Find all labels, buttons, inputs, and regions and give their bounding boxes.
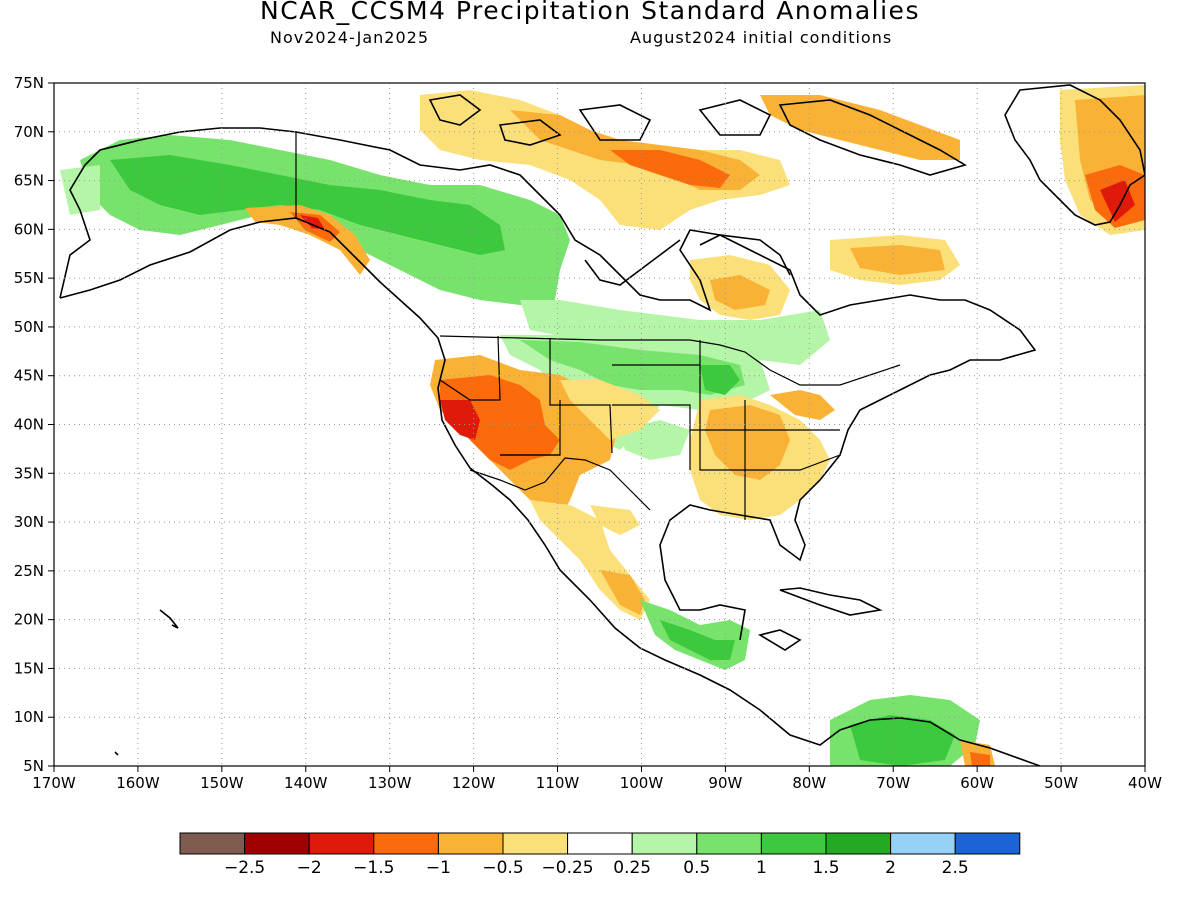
lat-tick-label: 15N — [14, 659, 44, 677]
lat-tick-label: 45N — [14, 367, 44, 385]
colorbar-swatch — [567, 832, 633, 855]
colorbar-swatch — [954, 832, 1021, 855]
colorbar: −2.5 −2 −1.5 −1 −0.5 −0.25 0.25 0.5 1 1.5 2 2.5 — [179, 832, 1021, 878]
colorbar-swatch — [760, 832, 827, 855]
map-axes: 170W 160W 150W 140W 130W 120W 110W 100W 90W 80W 70… — [14, 74, 1162, 792]
colorbar-label: −0.25 — [542, 858, 594, 878]
lon-tick-label: 100W — [620, 774, 664, 792]
colorbar-label: −2.5 — [224, 858, 265, 878]
lon-tick-label: 50W — [1044, 774, 1078, 792]
colorbar-label: 0.25 — [613, 858, 651, 878]
graticule — [54, 83, 1145, 766]
lon-tick-label: 170W — [32, 774, 76, 792]
colorbar-label: 0.5 — [683, 858, 710, 878]
lon-tick-label: 60W — [960, 774, 994, 792]
lon-tick-label: 80W — [792, 774, 826, 792]
colorbar-label: −1 — [426, 858, 451, 878]
lat-tick-label: 50N — [14, 318, 44, 336]
colorbar-swatch — [373, 832, 439, 855]
colorbar-swatch — [890, 832, 956, 855]
coastlines — [59, 84, 1145, 766]
wet-core-alaska — [110, 155, 505, 255]
colorbar-swatch — [308, 832, 375, 855]
lat-tick-label: 20N — [14, 611, 44, 629]
lat-tick-label: 60N — [14, 220, 44, 238]
lon-tick-label: 150W — [200, 774, 244, 792]
dry-southern-alaska — [245, 205, 370, 275]
colorbar-swatch — [631, 832, 698, 855]
lon-tick-label: 130W — [368, 774, 412, 792]
initial-conditions: August2024 initial conditions — [630, 28, 893, 47]
lon-tick-label: 90W — [708, 774, 742, 792]
anomaly-fields — [60, 85, 1145, 766]
lon-tick-label: 120W — [452, 774, 496, 792]
lat-tick-label: 30N — [14, 513, 44, 531]
lat-tick-label: 55N — [14, 269, 44, 287]
political-borders — [295, 132, 901, 520]
colorbar-label: −1.5 — [353, 858, 394, 878]
lat-tick-label: 5N — [23, 757, 44, 775]
colorbar-label: 2.5 — [942, 858, 969, 878]
lat-tick-label: 35N — [14, 464, 44, 482]
map-title: NCAR_CCSM4 Precipitation Standard Anomal… — [260, 0, 920, 25]
colorbar-label: 1 — [756, 858, 767, 878]
lon-tick-label: 140W — [284, 774, 328, 792]
colorbar-swatch — [179, 832, 246, 855]
lat-tick-label: 70N — [14, 123, 44, 141]
colorbar-swatch — [244, 832, 310, 855]
lat-tick-label: 10N — [14, 708, 44, 726]
lat-tick-label: 25N — [14, 562, 44, 580]
lon-tick-label: 70W — [876, 774, 910, 792]
colorbar-label: 1.5 — [812, 858, 839, 878]
lon-tick-label: 160W — [116, 774, 160, 792]
colorbar-label: −0.5 — [482, 858, 523, 878]
wet-light-canada — [520, 300, 830, 365]
lon-tick-label: 40W — [1128, 774, 1162, 792]
lat-tick-label: 75N — [14, 74, 44, 92]
wet-light-alaska — [60, 165, 100, 215]
colorbar-swatch — [502, 832, 569, 855]
lat-tick-label: 40N — [14, 416, 44, 434]
colorbar-label: −2 — [297, 858, 322, 878]
colorbar-swatch — [437, 832, 504, 855]
colorbar-label: 2 — [885, 858, 896, 878]
colorbar-swatch — [696, 832, 762, 855]
lon-tick-label: 110W — [536, 774, 580, 792]
colorbar-swatch — [825, 832, 892, 855]
forecast-period: Nov2024-Jan2025 — [270, 28, 429, 47]
lat-tick-label: 65N — [14, 172, 44, 190]
